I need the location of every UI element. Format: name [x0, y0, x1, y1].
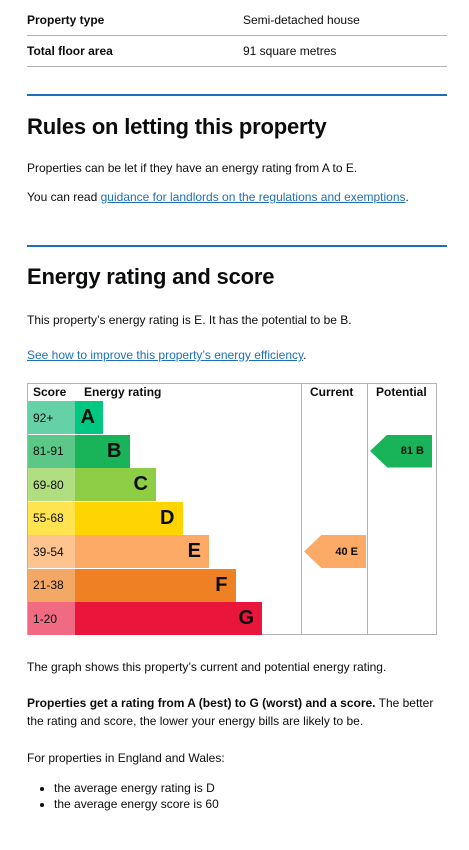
- band-score-c: 69-80: [28, 468, 75, 501]
- summary-value: Semi-detached house: [243, 13, 360, 27]
- current-rating-marker: 40 E: [304, 535, 366, 568]
- summary-value: 91 square metres: [243, 44, 337, 58]
- band-bar-c: C: [75, 468, 156, 501]
- landlord-guidance-link[interactable]: guidance for landlords on the regulation…: [100, 190, 406, 204]
- band-bar-b: B: [75, 434, 130, 468]
- rating-explanation-bold: Properties get a rating from A (best) to…: [27, 696, 376, 710]
- section-divider: [27, 94, 447, 96]
- list-item: the average energy score is 60: [54, 796, 219, 812]
- col-header-potential: Potential: [376, 385, 427, 399]
- summary-key: Property type: [27, 13, 105, 27]
- england-wales-intro: For properties in England and Wales:: [27, 751, 225, 765]
- guidance-suffix: .: [405, 190, 409, 204]
- summary-key: Total floor area: [27, 44, 113, 58]
- energy-rating-chart: Score Energy rating Current Potential 92…: [27, 383, 437, 635]
- chart-header: Score Energy rating Current Potential: [28, 384, 436, 400]
- guidance-prefix: You can read: [27, 190, 101, 204]
- graph-note: The graph shows this property’s current …: [27, 660, 387, 674]
- band-bar-e: E: [75, 535, 209, 568]
- band-score-f: 21-38: [28, 568, 75, 602]
- col-header-current: Current: [310, 385, 354, 399]
- band-bar-d: D: [75, 501, 183, 535]
- column-divider: [301, 384, 302, 634]
- band-score-d: 55-68: [28, 501, 75, 535]
- energy-heading: Energy rating and score: [27, 264, 275, 289]
- summary-row-property-type: Property type Semi-detached house: [27, 5, 447, 36]
- summary-list: Property type Semi-detached house Total …: [27, 5, 447, 67]
- letting-intro: Properties can be let if they have an en…: [27, 161, 358, 175]
- averages-list: the average energy rating is D the avera…: [27, 780, 219, 812]
- band-score-b: 81-91: [28, 434, 75, 468]
- letting-guidance: You can read guidance for landlords on t…: [27, 188, 447, 206]
- improve-suffix: .: [303, 348, 307, 362]
- letting-heading: Rules on letting this property: [27, 114, 327, 139]
- potential-rating-label: 81 B: [400, 445, 424, 457]
- col-header-score: Score: [33, 385, 67, 399]
- rating-explanation-rest: The better the rating and score, the low…: [27, 696, 434, 728]
- potential-rating-marker: 81 B: [370, 434, 432, 468]
- band-bar-a: A: [75, 401, 103, 434]
- improve-paragraph: See how to improve this property’s energ…: [27, 346, 447, 364]
- energy-statement: This property’s energy rating is E. It h…: [27, 313, 352, 327]
- band-score-e: 39-54: [28, 535, 75, 568]
- band-bar-g: G: [75, 602, 262, 635]
- col-header-energy-rating: Energy rating: [84, 385, 162, 399]
- rating-explanation: Properties get a rating from A (best) to…: [27, 694, 447, 730]
- column-divider: [367, 384, 368, 634]
- improve-efficiency-link[interactable]: See how to improve this property’s energ…: [27, 348, 304, 362]
- band-bar-f: F: [75, 568, 236, 602]
- current-rating-label: 40 E: [335, 545, 358, 558]
- section-divider: [27, 245, 447, 247]
- band-score-a: 92+: [28, 401, 75, 434]
- band-score-g: 1-20: [28, 602, 75, 635]
- list-item: the average energy rating is D: [54, 780, 219, 796]
- summary-row-floor-area: Total floor area 91 square metres: [27, 36, 447, 67]
